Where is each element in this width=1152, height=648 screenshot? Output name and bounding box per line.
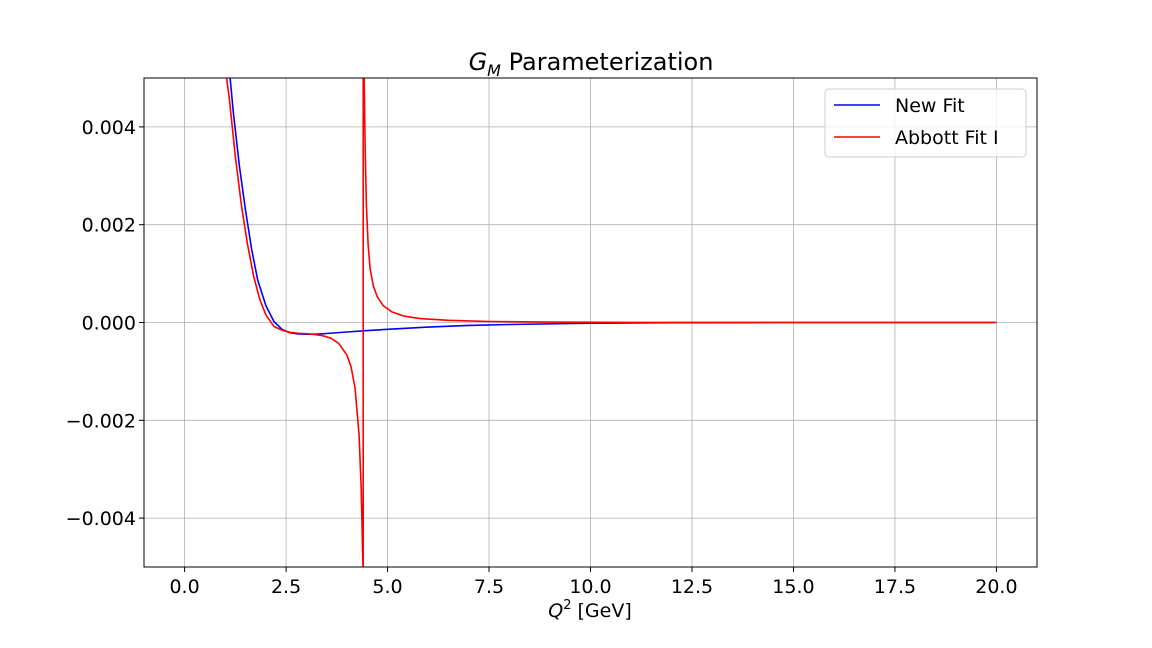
x-tick-label: 12.5 bbox=[671, 576, 713, 598]
y-axis: −0.004 −0.002 0.000 0.002 0.004 bbox=[66, 117, 144, 530]
chart-title: GM Parameterization bbox=[469, 48, 714, 80]
x-tick-label: 7.5 bbox=[474, 576, 504, 598]
x-tick-label: 5.0 bbox=[372, 576, 402, 598]
x-tick-label: 15.0 bbox=[772, 576, 814, 598]
y-tick-label: 0.002 bbox=[82, 215, 136, 237]
chart-title-rest: Parameterization bbox=[501, 48, 713, 76]
legend-box bbox=[824, 88, 1027, 158]
x-tick-label: 17.5 bbox=[874, 576, 916, 598]
grid-lines bbox=[144, 78, 1037, 567]
x-axis: 0.0 2.5 5.0 7.5 10.0 12.5 15.0 17.5 20.0 bbox=[169, 567, 1018, 598]
legend-label-abbott-fit-i: Abbott Fit I bbox=[895, 127, 999, 149]
x-axis-label-superscript: 2 bbox=[563, 598, 571, 613]
x-tick-label: 20.0 bbox=[975, 576, 1017, 598]
y-tick-label: 0.004 bbox=[82, 117, 136, 139]
x-axis-label-rest: [GeV] bbox=[571, 600, 631, 622]
legend: New Fit Abbott Fit I bbox=[824, 88, 1027, 158]
chart-title-subscript: M bbox=[487, 61, 501, 80]
x-axis-label-main: Q bbox=[548, 600, 563, 622]
y-tick-label: −0.004 bbox=[66, 508, 136, 530]
series-lines bbox=[225, 78, 997, 567]
series-line-abbott-fit-i bbox=[225, 78, 997, 567]
x-axis-label: Q2 [GeV] bbox=[548, 598, 632, 622]
x-tick-label: 10.0 bbox=[569, 576, 611, 598]
y-tick-label: 0.000 bbox=[82, 313, 136, 335]
x-tick-label: 0.0 bbox=[169, 576, 199, 598]
legend-label-new-fit: New Fit bbox=[895, 95, 965, 117]
y-tick-label: −0.002 bbox=[66, 410, 136, 432]
chart-title-main: G bbox=[469, 48, 488, 76]
x-tick-label: 2.5 bbox=[271, 576, 301, 598]
